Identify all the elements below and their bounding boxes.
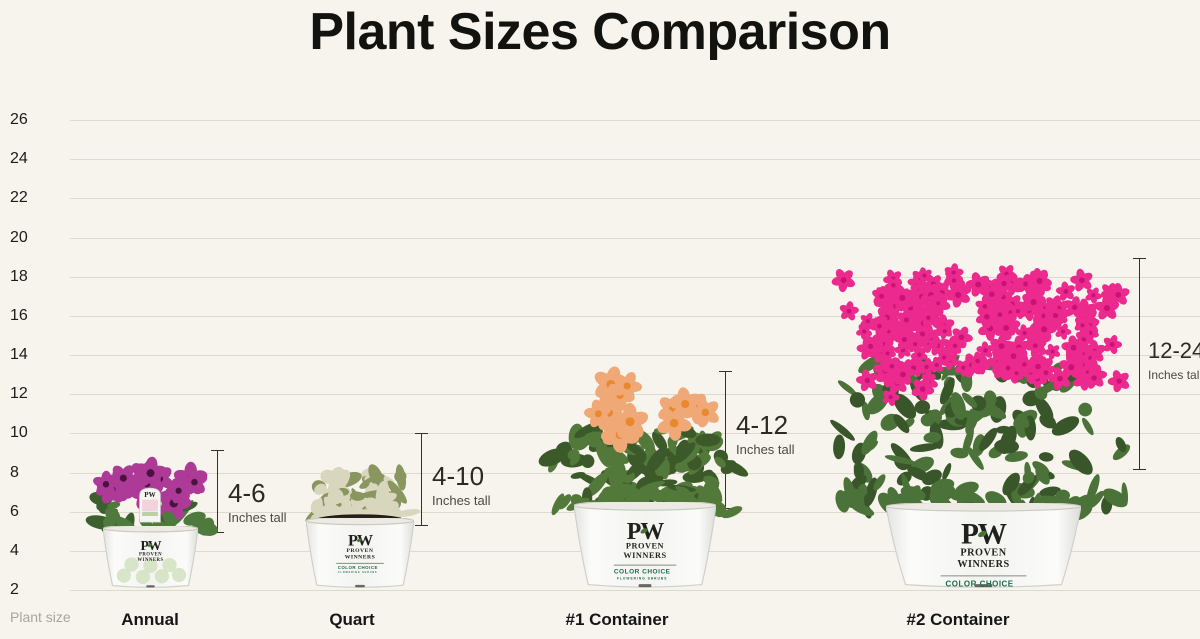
svg-text:WINNERS: WINNERS (137, 558, 163, 563)
svg-text:FLOWERING SHRUBS: FLOWERING SHRUBS (617, 576, 668, 580)
svg-text:PROVEN: PROVEN (626, 541, 664, 550)
svg-text:COLOR CHOICE: COLOR CHOICE (338, 565, 378, 570)
svg-text:FLOWERING SHRUBS: FLOWERING SHRUBS (338, 572, 377, 574)
svg-text:PROVEN: PROVEN (138, 552, 161, 557)
svg-text:PROVEN: PROVEN (347, 548, 374, 554)
svg-text:WINNERS: WINNERS (623, 551, 666, 560)
svg-text:PW: PW (144, 491, 155, 499)
svg-text:WINNERS: WINNERS (345, 555, 376, 561)
svg-text:COLOR CHOICE: COLOR CHOICE (945, 579, 1013, 588)
svg-text:COLOR CHOICE: COLOR CHOICE (614, 569, 671, 576)
svg-text:PROVEN: PROVEN (960, 547, 1006, 558)
svg-text:WINNERS: WINNERS (957, 559, 1009, 570)
